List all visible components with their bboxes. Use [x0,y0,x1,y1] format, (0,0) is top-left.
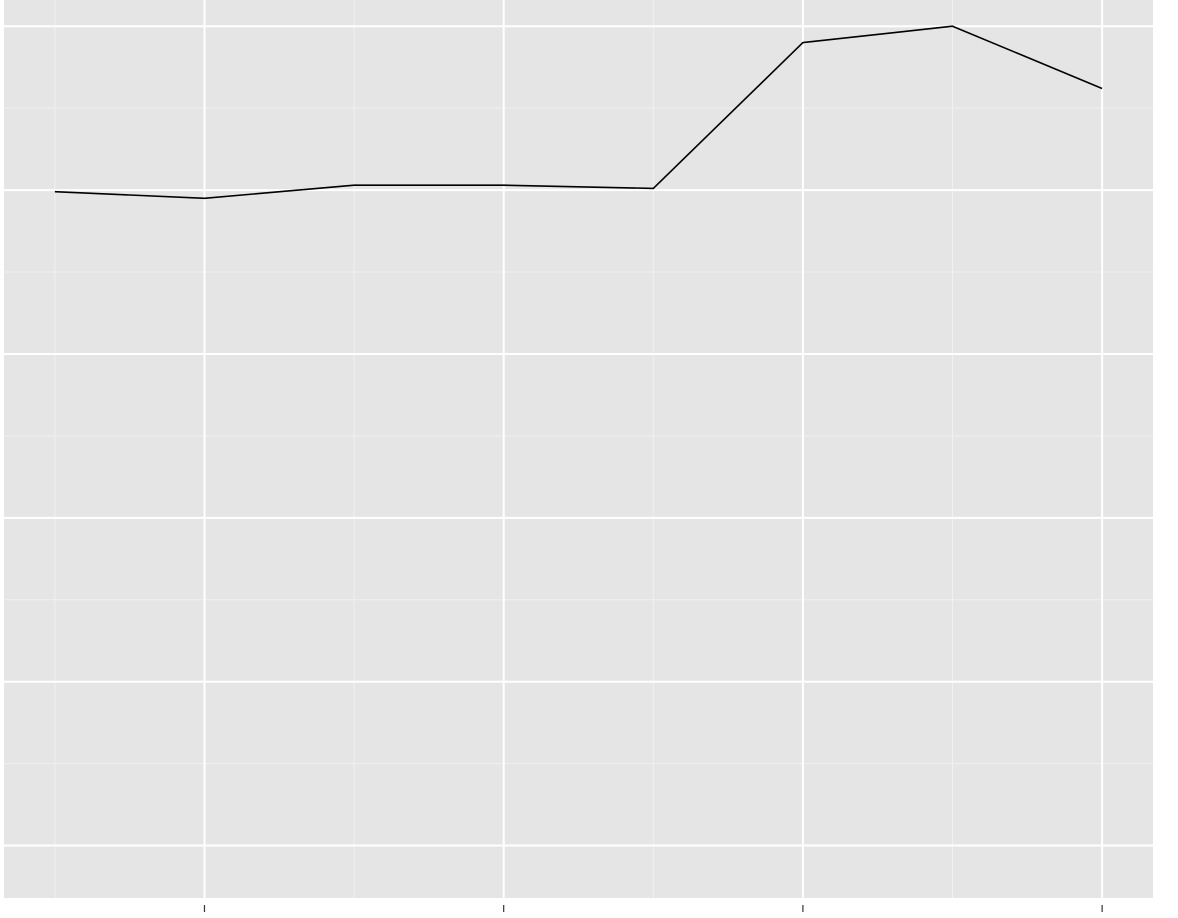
minor-gridlines [4,0,1153,898]
axis-ticks [203,905,1103,912]
series-layer [54,25,1103,200]
plot-panel [4,0,1153,898]
series-line [54,25,1103,200]
major-gridlines [4,0,1153,898]
